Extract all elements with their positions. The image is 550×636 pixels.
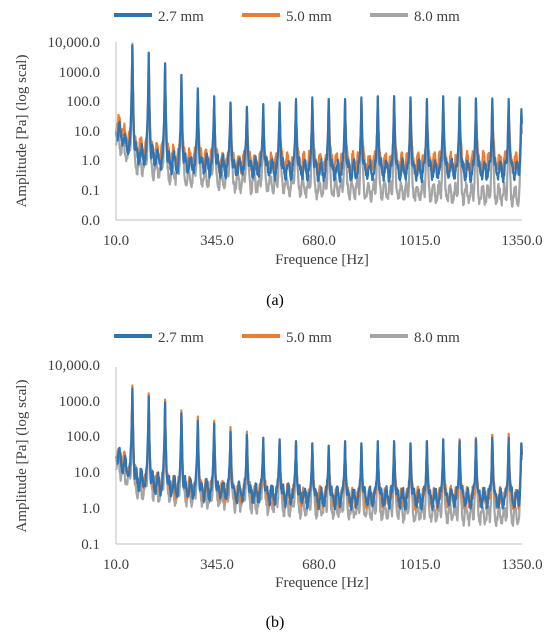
legend-label-b-1: 5.0 mm bbox=[286, 330, 332, 346]
x-tick-label-b-4: 1350.0 bbox=[501, 557, 542, 573]
chart-b: 2.7 mm 5.0 mm 8.0 mm 0.1 1.0 10.0 100.0 … bbox=[14, 330, 543, 591]
x-tick-label-b-1: 345.0 bbox=[200, 557, 234, 573]
series-line-a-0 bbox=[114, 44, 523, 184]
caption-a: (a) bbox=[266, 292, 284, 309]
x-tick-label-b-2: 680.0 bbox=[302, 557, 336, 573]
legend-label-b-2: 8.0 mm bbox=[414, 330, 460, 346]
y-tick-label-a-6: 10,000.0 bbox=[48, 35, 101, 51]
y-tick-label-b-1: 1.0 bbox=[81, 501, 100, 517]
x-tick-label-a-3: 1015.0 bbox=[399, 233, 440, 249]
legend-label-a-0: 2.7 mm bbox=[158, 9, 204, 25]
y-tick-label-a-4: 100.0 bbox=[66, 94, 100, 110]
x-tick-label-a-0: 10.0 bbox=[103, 233, 129, 249]
x-tick-label-a-4: 1350.0 bbox=[501, 233, 542, 249]
legend-label-b-0: 2.7 mm bbox=[158, 330, 204, 346]
y-axis-label-b: Amplitude [Pa] (log scal) bbox=[14, 380, 30, 533]
series-group-a bbox=[114, 42, 523, 208]
x-ticks-a: 10.0 345.0 680.0 1015.0 1350.0 bbox=[103, 233, 543, 249]
y-axis-label-a: Amplitude [Pa] (log scal) bbox=[14, 55, 30, 208]
y-ticks-a: 0.0 0.1 1.0 10.0 100.0 1000.0 10,000.0 bbox=[48, 35, 101, 229]
x-tick-label-a-2: 680.0 bbox=[302, 233, 336, 249]
chart-a: 2.7 mm 5.0 mm 8.0 mm 0.0 0.1 1.0 10.0 10… bbox=[14, 9, 543, 268]
x-axis-label-b: Frequence [Hz] bbox=[275, 575, 369, 591]
y-tick-label-a-5: 1000.0 bbox=[59, 65, 100, 81]
y-tick-label-b-0: 0.1 bbox=[81, 537, 100, 553]
series-line-b-0 bbox=[114, 387, 523, 511]
y-tick-label-b-4: 1000.0 bbox=[59, 394, 100, 410]
x-tick-label-b-0: 10.0 bbox=[103, 557, 129, 573]
y-tick-label-a-3: 10.0 bbox=[74, 124, 100, 140]
y-tick-label-a-0: 0.0 bbox=[81, 213, 100, 229]
x-ticks-b: 10.0 345.0 680.0 1015.0 1350.0 bbox=[103, 557, 543, 573]
y-tick-label-a-1: 0.1 bbox=[81, 183, 100, 199]
y-tick-label-a-2: 1.0 bbox=[81, 153, 100, 169]
x-axis-label-a: Frequence [Hz] bbox=[275, 252, 369, 268]
y-ticks-b: 0.1 1.0 10.0 100.0 1000.0 10,000.0 bbox=[48, 358, 101, 553]
legend-a: 2.7 mm 5.0 mm 8.0 mm bbox=[114, 9, 460, 25]
x-tick-label-a-1: 345.0 bbox=[200, 233, 234, 249]
caption-b: (b) bbox=[266, 614, 285, 631]
legend-label-a-1: 5.0 mm bbox=[286, 9, 332, 25]
y-tick-label-b-2: 10.0 bbox=[74, 465, 100, 481]
series-group-b bbox=[114, 384, 523, 528]
y-tick-label-b-5: 10,000.0 bbox=[48, 358, 101, 374]
legend-b: 2.7 mm 5.0 mm 8.0 mm bbox=[114, 330, 460, 346]
legend-label-a-2: 8.0 mm bbox=[414, 9, 460, 25]
x-tick-label-b-3: 1015.0 bbox=[399, 557, 440, 573]
y-tick-label-b-3: 100.0 bbox=[66, 429, 100, 445]
